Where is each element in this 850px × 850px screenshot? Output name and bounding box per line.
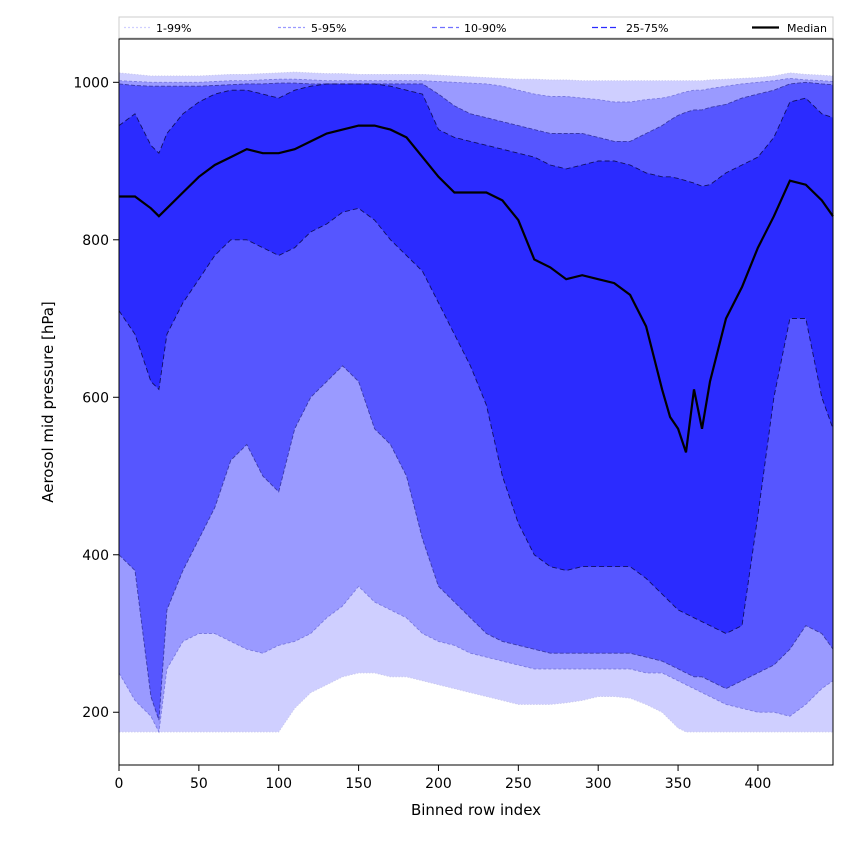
x-tick-label: 400	[745, 776, 772, 792]
y-tick-label: 400	[82, 548, 109, 564]
x-axis-label: Binned row index	[411, 801, 541, 819]
band-edge-upper-25-75pct	[118, 83, 834, 187]
y-tick-label: 1000	[73, 75, 109, 91]
band-edge-lower-25-75pct	[118, 207, 834, 635]
band-edge-lower-10-90pct	[118, 365, 834, 721]
band-25-75pct	[119, 83, 833, 634]
legend-label: 5-95%	[311, 22, 346, 35]
band-edge-upper-10-90pct	[118, 81, 834, 142]
legend-label: 1-99%	[156, 22, 191, 35]
x-tick-label: 50	[190, 776, 208, 792]
band-edge-upper-5-95pct	[118, 77, 834, 103]
y-axis-label: Aerosol mid pressure [hPa]	[39, 301, 57, 503]
plot-frame	[118, 38, 834, 766]
legend-label: 10-90%	[464, 22, 506, 35]
band-edge-lower-1-99pct	[119, 672, 833, 733]
legend-label: Median	[787, 22, 827, 35]
x-tick-label: 150	[345, 776, 372, 792]
x-tick-label: 200	[425, 776, 452, 792]
band-edge-upper-1-99pct	[118, 71, 834, 82]
legend-box	[118, 16, 834, 39]
y-tick-label: 800	[82, 233, 109, 249]
x-tick-label: 0	[115, 776, 124, 792]
plot-area	[118, 71, 834, 734]
legend: 1-99% 5-95% 10-90% 25-75% Median	[118, 16, 834, 39]
axes: 0 50 100 150 200 250 300 350 400 200 400 600 800 1000	[73, 38, 834, 792]
x-tick-label: 350	[665, 776, 692, 792]
band-edge-lower-5-95pct	[118, 585, 834, 734]
legend-label: 25-75%	[626, 22, 668, 35]
y-tick-label: 200	[82, 705, 109, 721]
median-line	[119, 124, 834, 453]
x-tick-label: 300	[585, 776, 612, 792]
x-tick-label: 250	[505, 776, 532, 792]
y-tick-label: 600	[82, 390, 109, 406]
x-tick-label: 100	[265, 776, 292, 792]
